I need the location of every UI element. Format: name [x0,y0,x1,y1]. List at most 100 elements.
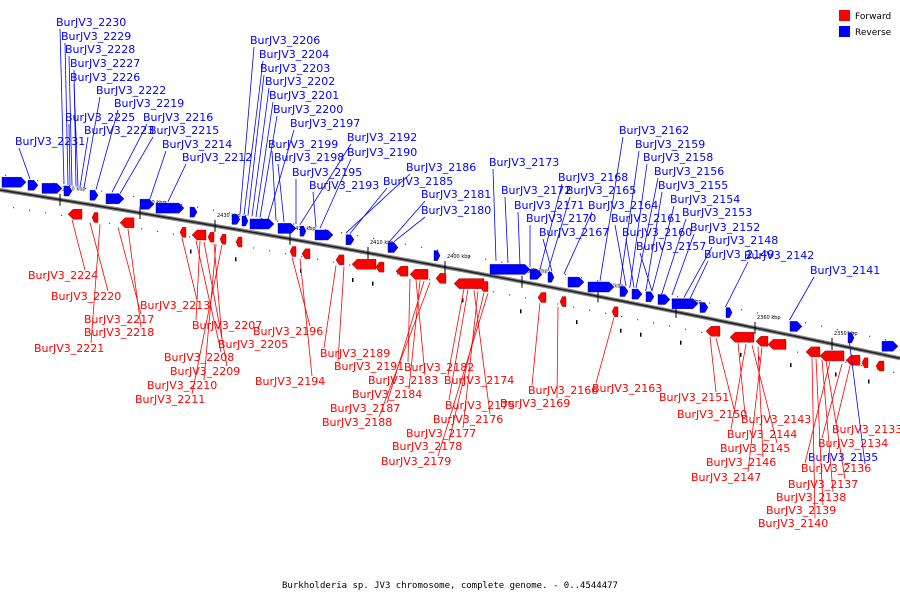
forward-leader-line [299,258,313,377]
reverse-gene-label: BurJV3_2180 [421,204,491,217]
reverse-gene-label: BurJV3_2157 [636,240,706,253]
reverse-gene-label: BurJV3_2170 [526,212,596,225]
reverse-leader-line [68,123,71,186]
minor-tick [637,319,639,321]
minor-tick [493,291,495,293]
forward-leader-line [531,303,541,386]
forward-gene-label: BurJV3_2179 [381,455,451,468]
minor-tick [645,289,647,291]
reverse-gene-arrow [314,229,334,241]
forward-gene-label: BurJV3_2221 [34,342,104,355]
minor-tick [557,303,559,305]
forward-gene-arrow [375,261,385,273]
forward-leader-line [751,345,778,444]
feature-mark [372,281,374,286]
forward-gene-label: BurJV3_2191 [334,360,404,373]
minor-tick [629,286,631,288]
minor-tick [317,258,319,260]
reverse-leader-line [625,238,635,288]
tick-label: 2400 kbp [447,254,471,260]
forward-gene-label: BurJV3_2211 [135,393,205,406]
minor-tick [85,187,87,190]
reverse-leader-line [635,177,659,288]
feature-mark [868,379,870,384]
forward-leader-line [203,241,228,367]
forward-leader-line [337,266,345,362]
minor-tick [685,328,687,330]
reverse-leader-line [239,46,255,215]
minor-tick [189,236,191,238]
forward-gene-arrow [861,357,869,368]
forward-gene-arrow [351,259,377,270]
feature-mark [190,249,192,254]
forward-gene-arrow [819,350,845,362]
minor-tick [509,294,511,296]
reverse-gene-label: BurJV3_2142 [744,249,814,262]
reverse-leader-line [671,233,695,296]
reverse-gene-arrow [155,202,185,214]
reverse-gene-arrow [63,185,73,197]
feature-mark [740,352,742,357]
reverse-gene-arrow [41,183,63,194]
forward-legend-label: Forward [855,12,891,22]
reverse-gene-label: BurJV3_2223 [84,124,154,137]
forward-gene-arrow [335,254,345,266]
reverse-leader-line [504,196,509,264]
reverse-gene-arrow [587,281,615,293]
forward-leader-line [595,317,615,384]
feature-mark [235,257,237,262]
reverse-leader-line [267,129,295,220]
tick-label: 2350 kbp [834,331,858,337]
minor-tick [149,198,151,200]
reverse-leader-line [614,224,627,286]
forward-leader-line [448,289,469,401]
forward-gene-arrow [219,233,227,245]
reverse-legend-label: Reverse [855,28,892,38]
reverse-gene-arrow [725,307,733,318]
minor-tick [261,217,263,220]
reverse-gene-label: BurJV3_2171 [514,199,584,212]
reverse-gene-arrow [189,206,198,218]
minor-tick [13,207,15,209]
minor-tick [277,220,279,222]
minor-tick [181,203,183,206]
forward-gene-arrow [611,306,619,317]
minor-tick [661,292,663,295]
minor-tick [61,214,63,217]
reverse-leader-line [243,60,264,215]
reverse-leader-line [119,136,154,194]
forward-leader-line [415,279,426,376]
reverse-gene-label: BurJV3_2168 [558,171,628,184]
minor-tick [653,322,655,324]
minor-tick [157,230,159,233]
legend: Forward Reverse [839,10,892,38]
minor-tick [885,339,887,341]
reverse-gene-label: BurJV3_2212 [182,151,252,164]
minor-tick [349,264,351,266]
forward-gene-arrow [119,217,135,229]
forward-leader-line [89,222,109,292]
minor-tick [197,206,199,208]
forward-gene-label: BurJV3_2207 [192,319,262,332]
minor-tick [285,253,287,255]
reverse-gene-arrow [789,321,803,332]
forward-leader-line [715,337,735,410]
minor-tick [597,280,599,282]
forward-leader-line [323,265,337,349]
forward-gene-arrow [537,292,547,303]
forward-gene-label: BurJV3_2183 [368,374,438,387]
feature-mark [576,320,578,325]
minor-tick [293,223,295,225]
reverse-gene-label: BurJV3_2156 [654,165,724,178]
forward-gene-arrow [179,227,187,238]
reverse-leader-line [18,147,31,179]
forward-leader-line [747,347,763,473]
reverse-gene-label: BurJV3_2153 [682,206,752,219]
feature-mark [790,363,792,368]
forward-swatch [839,10,850,21]
reverse-gene-label: BurJV3_2214 [162,138,232,151]
minor-tick [533,267,535,270]
minor-tick [605,312,607,314]
minor-tick [333,261,335,263]
genome-caption: Burkholderia sp. JV3 chromosome, complet… [282,581,618,591]
